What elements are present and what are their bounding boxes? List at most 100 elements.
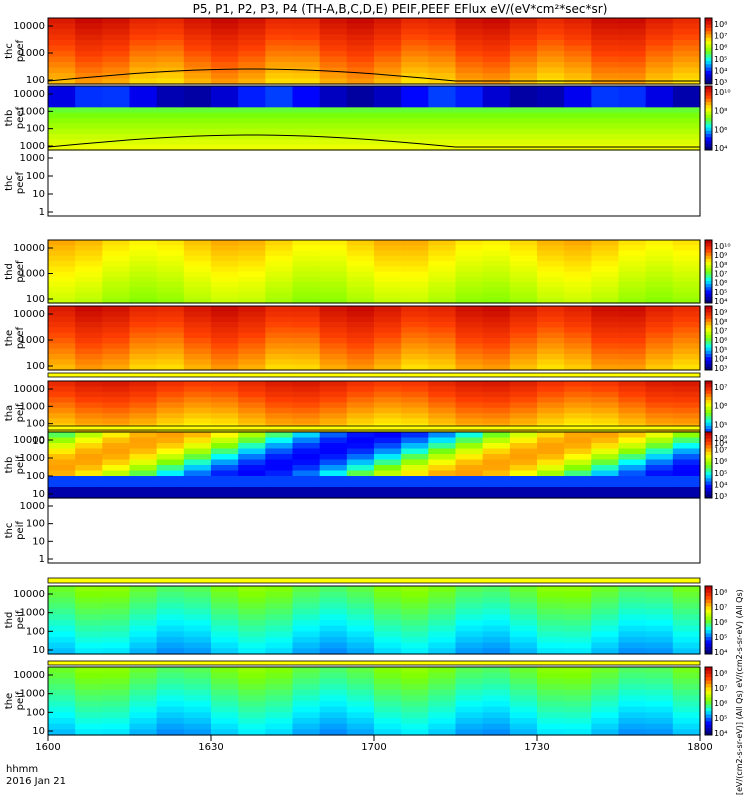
heatmap-cell [428, 608, 457, 615]
heatmap-cell [319, 23, 348, 30]
heatmap-cell [292, 343, 321, 350]
heatmap-cell [374, 476, 402, 483]
heatmap-cell [401, 465, 429, 472]
heatmap-cell [591, 261, 620, 267]
heatmap-cell [509, 245, 538, 252]
heatmap-cell [374, 316, 402, 323]
heatmap-cell [618, 62, 647, 69]
heatmap-cell [401, 620, 429, 627]
heatmap-cell [672, 614, 701, 621]
heatmap-cell [238, 118, 266, 124]
heatmap-cell [618, 276, 647, 283]
heatmap-cell [645, 631, 674, 638]
heatmap-cell [346, 67, 375, 74]
heatmap-cell [102, 18, 131, 25]
colorbar-swatch [705, 609, 712, 614]
heatmap-cell [455, 354, 484, 360]
heatmap-cell [75, 586, 103, 593]
heatmap-cell [48, 386, 76, 393]
heatmap-cell [265, 62, 294, 69]
heatmap-cell [537, 322, 565, 328]
heatmap-cell [156, 287, 185, 294]
heatmap-cell [211, 306, 239, 312]
heatmap-cell [455, 586, 484, 593]
heatmap-cell [102, 306, 131, 312]
heatmap-cell [645, 459, 674, 466]
heatmap-cell [482, 706, 511, 713]
heatmap-cell [211, 481, 239, 488]
heatmap-cell [211, 62, 239, 69]
heatmap-cell [319, 625, 348, 632]
heatmap-cell [238, 391, 266, 398]
heatmap-cell [319, 354, 348, 360]
heatmap-cell [509, 364, 538, 371]
heatmap-cell [265, 391, 294, 398]
heatmap-cell [591, 107, 620, 114]
heatmap-cell [455, 34, 484, 41]
heatmap-cell [238, 364, 266, 371]
heatmap-cell [129, 327, 158, 334]
heatmap-cell [129, 465, 158, 472]
heatmap-cell [183, 23, 212, 30]
heatmap-cell [428, 476, 457, 483]
heatmap-cell [292, 292, 321, 299]
heatmap-cell [75, 603, 103, 610]
heatmap-cell [156, 667, 185, 674]
heatmap-cell [564, 413, 592, 419]
heatmap-cell [156, 327, 185, 334]
heatmap-cell [319, 454, 348, 461]
heatmap-cell [48, 67, 76, 74]
heatmap-cell [292, 112, 321, 119]
heatmap-cell [509, 706, 538, 713]
colorbar-swatch [705, 673, 712, 678]
heatmap-cell [183, 67, 212, 74]
heatmap-cell [156, 470, 185, 477]
heatmap-cell [564, 45, 592, 52]
heatmap-cell [374, 311, 402, 318]
y-tick-label: 100 [26, 707, 45, 718]
x-tick-label: 1730 [524, 742, 549, 753]
heatmap-cell [346, 487, 375, 494]
heatmap-cell [238, 586, 266, 593]
footer-date: 2016 Jan 21 [6, 776, 66, 787]
heatmap-cell [129, 642, 158, 649]
heatmap-cell [401, 678, 429, 685]
heatmap-cell [645, 107, 674, 114]
heatmap-cell [645, 432, 674, 439]
heatmap-cell [591, 437, 620, 444]
heatmap-cell [401, 271, 429, 278]
heatmap-cell [48, 481, 76, 488]
heatmap-cell [564, 689, 592, 696]
heatmap-cell [156, 348, 185, 355]
heatmap-cell [292, 642, 321, 649]
overlay-trace [47, 134, 700, 148]
heatmap-cell [319, 678, 348, 685]
colorbar-swatch [705, 44, 712, 49]
heatmap-cell [401, 51, 429, 58]
colorbar-swatch [705, 694, 712, 699]
heatmap-cell [537, 123, 565, 130]
heatmap-cell [645, 139, 674, 146]
heatmap-cell [374, 470, 402, 477]
heatmap-cell [75, 73, 103, 80]
y-tick-label: 10 [32, 726, 45, 737]
heatmap-cell [75, 381, 103, 387]
heatmap-cell [672, 118, 701, 124]
heatmap-cell [265, 266, 294, 273]
colorbar-swatch [705, 299, 712, 304]
colorbar-tick-label: 10⁶ [714, 125, 727, 134]
heatmap-cell [672, 354, 701, 360]
heatmap-cell [129, 118, 158, 124]
heatmap-cell [455, 45, 484, 52]
heatmap-cell [346, 123, 375, 130]
heatmap-cell [211, 23, 239, 30]
heatmap-cell [672, 23, 701, 30]
heatmap-cell [211, 718, 239, 725]
heatmap-cell [156, 332, 185, 339]
heatmap-cell [265, 631, 294, 638]
heatmap-cell [428, 364, 457, 371]
colorbar-swatch [705, 448, 712, 453]
colorbar-swatch [705, 293, 712, 298]
heatmap-cell [183, 139, 212, 146]
